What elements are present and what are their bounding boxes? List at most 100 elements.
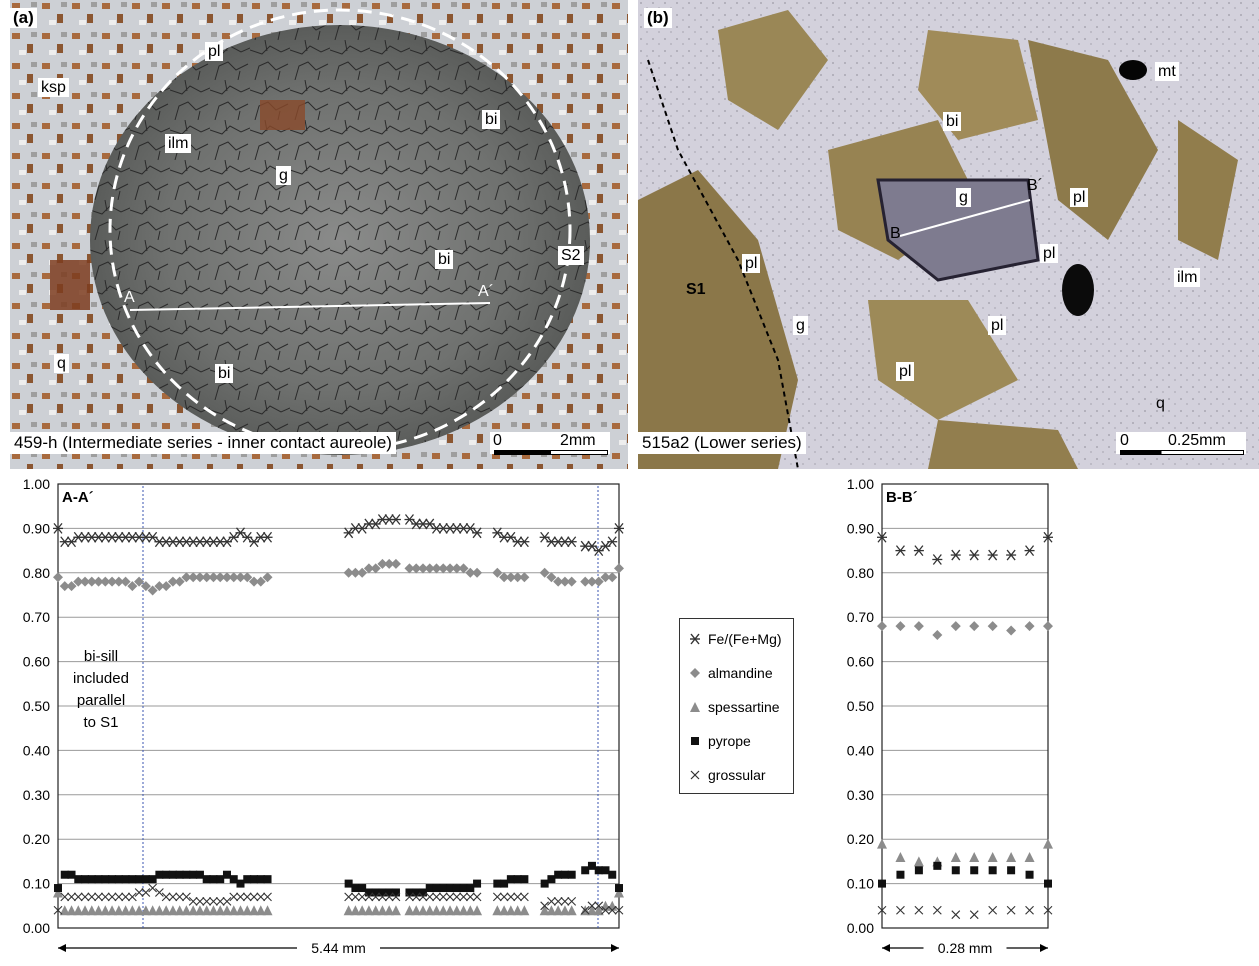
- note-line-3: parallel: [76, 692, 126, 709]
- chart0-point-triangle: [438, 905, 449, 916]
- composition-profiles: 0.00 0.10 0.20 0.30 0.40 0.50 0.60 0.70 0.80 0.90…: [23, 476, 1053, 956]
- chart0-point-x-b: [567, 896, 577, 906]
- chart0-point-diamond: [228, 572, 239, 583]
- chart0-point-x-b: [513, 892, 523, 902]
- micrograph-a: (a) pl ksp ilm g bi bi bi S2 A A´ q 459-…: [10, 0, 628, 469]
- chart0-point-x: [459, 892, 468, 902]
- chart0-point-x: [351, 892, 360, 902]
- chart1-arrowhead-left: [882, 944, 890, 952]
- chart1-point-triangle: [969, 851, 980, 862]
- chart0-point-triangle: [80, 905, 91, 916]
- chart0-point-square: [121, 875, 130, 884]
- chart0-point-x: [175, 892, 185, 902]
- chart0-point-diamond: [93, 576, 104, 587]
- chart0-point-diamond: [249, 576, 260, 587]
- scale-b-label: 0.25mm: [1168, 432, 1226, 449]
- chart1-point-x: [1043, 905, 1053, 915]
- chart0-point-x-b: [202, 896, 212, 906]
- chart0-point-x-b: [256, 892, 266, 902]
- chart0-point-square: [554, 870, 563, 879]
- chart0-point-square: [615, 884, 623, 893]
- chart1-point-x: [877, 905, 887, 915]
- chart0-point-x: [607, 905, 617, 915]
- chart0-point-x: [161, 892, 171, 902]
- label-bi-2: bi: [435, 250, 454, 269]
- chart0-point-x: [580, 905, 590, 915]
- chart0-point-diamond: [167, 576, 178, 587]
- chart0-point-x: [100, 892, 110, 902]
- chart0-point-triangle: [188, 905, 199, 916]
- chart1-point-x-b: [969, 910, 979, 920]
- chart1-point-x: [932, 905, 942, 915]
- chart0-point-diamond: [127, 581, 138, 592]
- chart0-point-triangle: [458, 905, 469, 916]
- chart0-point-diamond: [458, 563, 469, 574]
- chart0-point-diamond: [431, 563, 442, 574]
- chart0-point-diamond: [107, 576, 118, 587]
- chart1-point-asterisk: [895, 545, 906, 557]
- chart0-point-x: [614, 905, 624, 915]
- chart0-point-square: [594, 866, 603, 875]
- chart0-point-x-b: [452, 892, 462, 902]
- chart1-point-asterisk: [1024, 545, 1035, 557]
- chart0-point-x: [242, 892, 252, 902]
- chart0-point-x: [445, 892, 455, 902]
- note-line-4: to S1: [83, 714, 119, 731]
- chart0-point-diamond: [188, 572, 199, 583]
- chart1-ytick-label: 0.50: [847, 698, 874, 714]
- label-pl: pl: [205, 42, 224, 61]
- chart0-ytick-label: 0.60: [23, 654, 50, 670]
- chart0-point-x-b: [100, 892, 110, 902]
- chart1-point-square: [1025, 870, 1034, 879]
- chart0-point-triangle: [242, 905, 253, 916]
- chart0-title: A-A´: [62, 489, 94, 506]
- chart0-point-x-b: [601, 905, 610, 915]
- chart1-point-asterisk: [969, 549, 980, 561]
- chart0-point-x: [134, 888, 144, 897]
- chart0-point-triangle: [566, 905, 577, 916]
- chart0-point-x-b: [121, 892, 130, 902]
- chart0-point-x-b: [134, 888, 144, 897]
- chart0-point-triangle: [451, 905, 462, 916]
- note-line-2: included: [73, 670, 129, 687]
- chart0-point-diamond: [100, 576, 111, 587]
- chart0-point-diamond: [499, 572, 510, 583]
- chart0-point-x: [202, 896, 212, 906]
- chart0-point-square: [405, 888, 414, 897]
- chart1-ytick-label: 0.80: [847, 565, 874, 581]
- chart0-point-square: [459, 884, 468, 893]
- chart0-point-triangle: [586, 905, 597, 916]
- chart1-point-diamond: [1006, 625, 1017, 636]
- chart1-point-square: [970, 866, 979, 875]
- chart0-point-x-b: [418, 892, 428, 902]
- label-ilm: ilm: [1174, 268, 1201, 287]
- chart0-point-triangle: [53, 887, 63, 898]
- chart0-point-diamond: [593, 576, 604, 587]
- chart0-point-x: [188, 896, 198, 906]
- label-bi-3: bi: [215, 364, 234, 383]
- chart0-point-diamond: [80, 576, 91, 587]
- chart0-point-diamond: [208, 572, 219, 583]
- chart0-point-diamond: [59, 581, 70, 592]
- chart0-point-x: [553, 896, 563, 906]
- chart0-point-x-b: [492, 892, 502, 902]
- chart0-point-x-b: [432, 892, 441, 902]
- chart1-point-triangle: [1043, 838, 1053, 849]
- chart1-point-x-b: [914, 905, 924, 915]
- chart1-point-x: [1025, 905, 1034, 915]
- chart0-point-x-b: [242, 892, 252, 902]
- chart0-point-square: [567, 870, 576, 879]
- label-bi: bi: [943, 112, 962, 131]
- chart0-point-triangle: [235, 905, 246, 916]
- chart1-point-x: [896, 905, 905, 915]
- chart1-ytick-label: 0.90: [847, 520, 874, 536]
- chart0-point-square: [391, 888, 400, 897]
- chart0-point-triangle: [539, 905, 550, 916]
- chart1-point-square: [951, 866, 960, 875]
- chart1-point-asterisk: [1043, 531, 1053, 543]
- chart1-arrowhead-right: [1040, 944, 1048, 952]
- chart0-point-x: [209, 896, 218, 906]
- chart0-point-triangle: [377, 905, 388, 916]
- chart0-point-asterisk: [53, 522, 63, 534]
- chart0-point-square: [81, 875, 90, 884]
